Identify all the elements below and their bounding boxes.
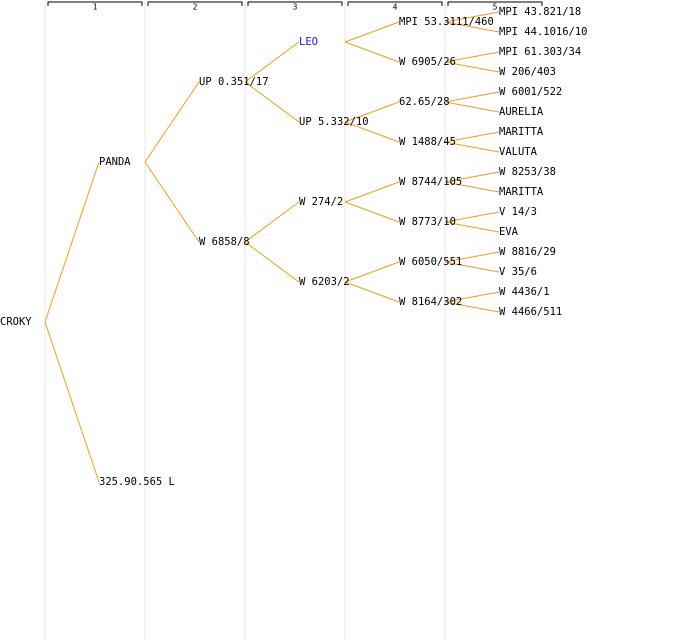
node-label: VALUTA [499,146,538,158]
tree-link [444,171,500,183]
tree-link [444,101,500,113]
column-bracket [147,1,243,6]
tree-link [44,161,100,323]
tree-link [444,91,500,103]
tree-link [444,131,500,143]
column-bracket [47,1,143,6]
node-label: EVA [499,226,519,238]
tree-link [444,21,500,33]
node-label: MARITTA [499,126,544,138]
node-label: W 8164/302 [399,296,462,308]
node-label: W 4466/511 [499,306,562,318]
column-header: 2 [193,3,198,12]
tree-link [444,141,500,153]
tree-link [444,181,500,193]
node-label: AURELIA [499,106,544,118]
node-label: PANDA [99,156,131,168]
node-label: W 8253/38 [499,166,556,178]
node-label: CROKY [0,316,32,328]
node-label: W 274/2 [299,196,343,208]
node-label: W 8744/105 [399,176,462,188]
tree-link [344,101,400,123]
node-label: W 8773/10 [399,216,456,228]
tree-link [344,21,400,43]
node-label: MARITTA [499,186,544,198]
tree-link [444,221,500,233]
node-label: W 6001/522 [499,86,562,98]
tree-link [444,261,500,273]
node-label: W 6905/26 [399,56,456,68]
column-header: 1 [93,3,98,12]
node-label: MPI 61.303/34 [499,46,581,58]
tree-link [144,161,200,243]
node-label: V 35/6 [499,266,537,278]
tree-link [244,81,300,123]
node-label: W 1488/45 [399,136,456,148]
node-label: W 6050/551 [399,256,462,268]
tree-link [344,121,400,143]
node-label: MPI 53.3111/460 [399,16,494,28]
tree-link [344,181,400,203]
column-bracket [247,1,343,6]
tree-link [344,261,400,283]
node-label: V 14/3 [499,206,537,218]
node-label: 62.65/28 [399,96,450,108]
tree-link [344,281,400,303]
tree-link [344,41,400,63]
tree-link [244,41,300,83]
node-label: W 206/403 [499,66,556,78]
tree-link [244,241,300,283]
column-header: 5 [493,3,498,12]
tree-link [344,201,400,223]
node-label: W 8816/29 [499,246,556,258]
tree-link [444,11,500,23]
tree-link [244,201,300,243]
tree-link [44,321,100,483]
column-header: 3 [293,3,298,12]
column-bracket [447,1,543,6]
tree-link [444,211,500,223]
node-label: MPI 43.821/18 [499,6,581,18]
node-label: UP 5.332/10 [299,116,369,128]
column-header: 4 [393,3,398,12]
tree-link [444,251,500,263]
node-link[interactable]: LEO [299,36,318,48]
tree-link [444,51,500,63]
tree-link [144,81,200,163]
tree-link [444,301,500,313]
column-bracket [347,1,443,6]
node-label: MPI 44.1016/10 [499,26,588,38]
tree-link [444,291,500,303]
node-label: 325.90.565 L [99,476,175,488]
node-label: W 6203/2 [299,276,350,288]
node-label: UP 0.351/17 [199,76,269,88]
node-label: W 6858/8 [199,236,250,248]
tree-link [444,61,500,73]
node-label: W 4436/1 [499,286,550,298]
